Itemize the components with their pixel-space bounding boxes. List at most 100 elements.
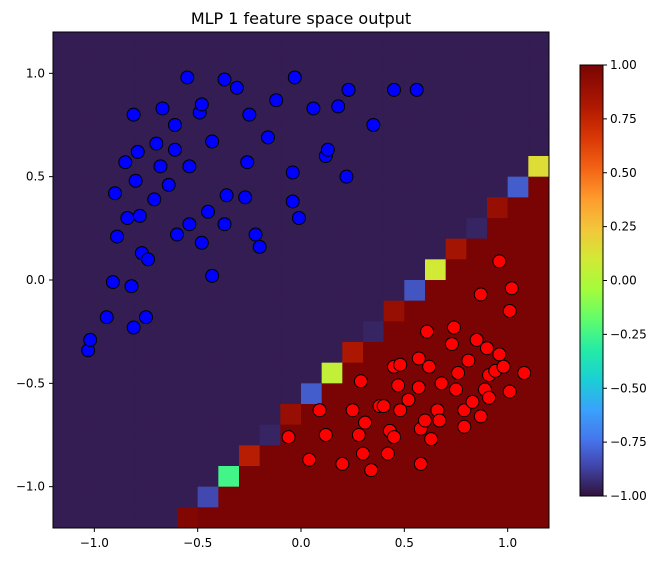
- heatmap-cell: [280, 404, 302, 426]
- heatmap-cell: [321, 238, 343, 260]
- heatmap-cell: [507, 404, 529, 426]
- heatmap-cell: [425, 94, 447, 116]
- heatmap-cell: [94, 424, 116, 446]
- heatmap-cell: [425, 507, 447, 528]
- red-point: [492, 254, 507, 269]
- heatmap-cell: [156, 507, 178, 528]
- heatmap-cell: [239, 486, 261, 508]
- heatmap-cell: [301, 424, 323, 446]
- heatmap-cell: [425, 135, 447, 157]
- heatmap-cell: [363, 32, 385, 54]
- colorbar-tick-label: −1.00: [610, 489, 647, 503]
- heatmap-cell: [177, 238, 199, 260]
- heatmap-cell: [445, 52, 467, 74]
- heatmap-cell: [363, 280, 385, 302]
- red-point: [401, 392, 416, 407]
- heatmap-cell: [115, 486, 137, 508]
- heatmap-cell: [528, 197, 549, 219]
- red-point: [457, 419, 472, 434]
- heatmap-cell: [156, 52, 178, 74]
- red-point: [473, 287, 488, 302]
- heatmap-cell: [342, 135, 364, 157]
- blue-point: [128, 173, 143, 188]
- heatmap-cell: [197, 218, 219, 240]
- heatmap-cell: [115, 238, 137, 260]
- heatmap-cell: [528, 321, 549, 343]
- red-point: [496, 359, 511, 374]
- heatmap-cell: [156, 445, 178, 467]
- heatmap-cell: [218, 114, 240, 136]
- heatmap-cell: [445, 507, 467, 528]
- heatmap-cell: [445, 486, 467, 508]
- heatmap-cell: [94, 197, 116, 219]
- heatmap-cell: [342, 342, 364, 364]
- heatmap-cell: [342, 280, 364, 302]
- heatmap-cell: [383, 300, 405, 322]
- heatmap-cell: [177, 52, 199, 74]
- heatmap-cell: [363, 321, 385, 343]
- heatmap-cell: [301, 362, 323, 384]
- heatmap-cell: [528, 259, 549, 281]
- heatmap-cell: [94, 218, 116, 240]
- heatmap-cell: [73, 73, 95, 95]
- heatmap-cell: [466, 362, 488, 384]
- heatmap-cell: [115, 259, 137, 281]
- heatmap-cell: [528, 486, 549, 508]
- heatmap-cell: [259, 259, 281, 281]
- blue-point: [108, 186, 122, 201]
- heatmap-cell: [259, 52, 281, 74]
- heatmap-cell: [425, 342, 447, 364]
- heatmap-cell: [404, 176, 426, 198]
- heatmap-cell: [342, 259, 364, 281]
- heatmap-cell: [342, 466, 364, 488]
- heatmap-cell: [487, 156, 509, 178]
- heatmap-cell: [445, 176, 467, 198]
- red-point: [358, 415, 373, 430]
- heatmap-cell: [342, 94, 364, 116]
- heatmap-cell: [425, 197, 447, 219]
- heatmap-cell: [135, 383, 157, 405]
- blue-point: [219, 188, 234, 203]
- heatmap-cell: [156, 342, 178, 364]
- heatmap-cell: [94, 486, 116, 508]
- heatmap-cell: [218, 486, 240, 508]
- heatmap-cell: [239, 342, 261, 364]
- heatmap-cell: [507, 507, 529, 528]
- heatmap-cell: [115, 445, 137, 467]
- heatmap-cell: [218, 445, 240, 467]
- heatmap-cell: [53, 135, 75, 157]
- heatmap-cell: [197, 362, 219, 384]
- red-point: [461, 353, 476, 368]
- heatmap-cell: [487, 404, 509, 426]
- heatmap-cell: [425, 32, 447, 54]
- x-tick-label: 1.0: [498, 536, 517, 550]
- blue-point: [182, 217, 197, 232]
- heatmap-cell: [528, 176, 549, 198]
- heatmap-cell: [507, 52, 529, 74]
- red-point: [380, 446, 395, 461]
- heatmap-cell: [115, 300, 137, 322]
- blue-point: [126, 320, 141, 335]
- heatmap-cell: [53, 280, 75, 302]
- heatmap-cell: [363, 362, 385, 384]
- heatmap-cell: [280, 238, 302, 260]
- heatmap-cell: [363, 507, 385, 528]
- heatmap-cell: [321, 52, 343, 74]
- heatmap-cell: [301, 52, 323, 74]
- heatmap-cell: [363, 156, 385, 178]
- heatmap-cell: [321, 321, 343, 343]
- heatmap-cell: [259, 73, 281, 95]
- heatmap-cell: [383, 156, 405, 178]
- heatmap-cell: [528, 424, 549, 446]
- red-point: [502, 384, 517, 399]
- heatmap-cell: [135, 362, 157, 384]
- heatmap-cell: [53, 52, 75, 74]
- heatmap-cell: [507, 321, 529, 343]
- heatmap-cell: [94, 32, 116, 54]
- heatmap-cell: [197, 176, 219, 198]
- blue-point: [240, 155, 255, 170]
- heatmap-cell: [259, 321, 281, 343]
- blue-point: [167, 142, 182, 157]
- blue-point: [170, 227, 184, 242]
- heatmap-cell: [115, 424, 137, 446]
